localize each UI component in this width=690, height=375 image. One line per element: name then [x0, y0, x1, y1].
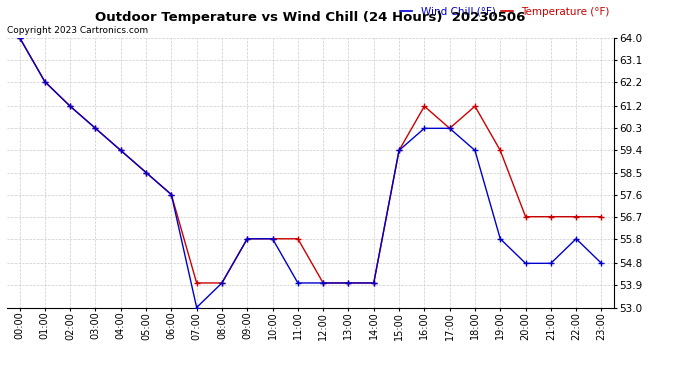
Legend: Wind Chill (°F), Temperature (°F): Wind Chill (°F), Temperature (°F) — [395, 2, 614, 21]
Text: Copyright 2023 Cartronics.com: Copyright 2023 Cartronics.com — [7, 26, 148, 35]
Text: Outdoor Temperature vs Wind Chill (24 Hours)  20230506: Outdoor Temperature vs Wind Chill (24 Ho… — [95, 11, 526, 24]
